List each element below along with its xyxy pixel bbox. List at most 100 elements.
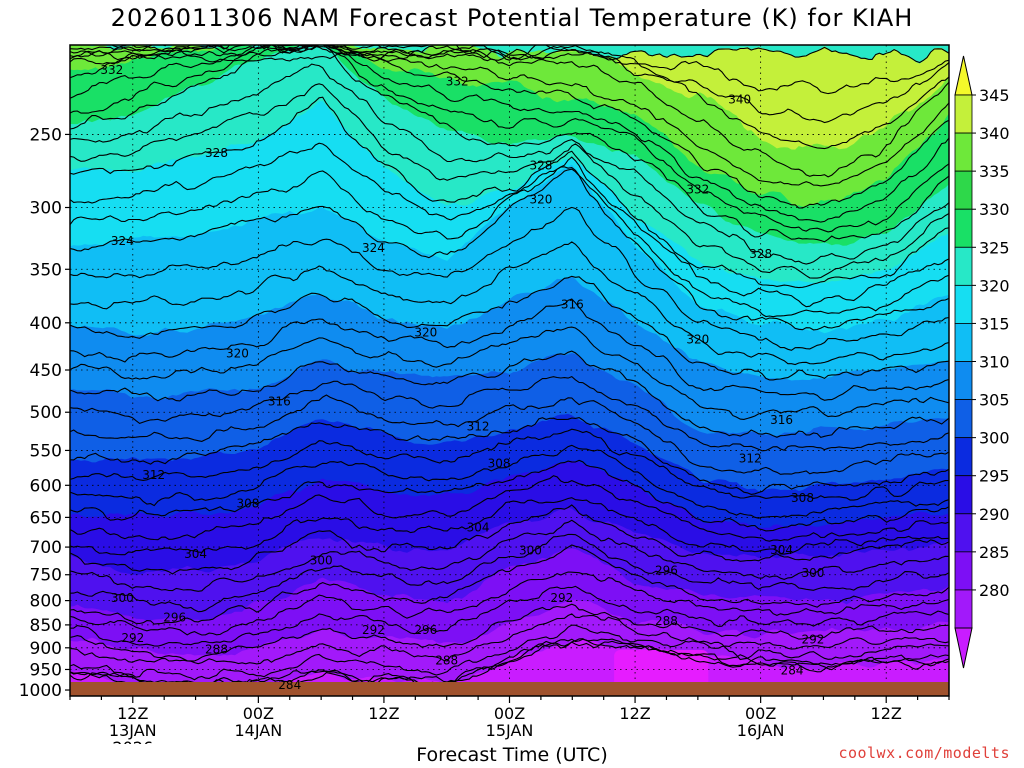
- colorbar-segment: [954, 399, 973, 439]
- y-tick-label: 350: [30, 260, 62, 280]
- y-tick-label: 600: [30, 476, 62, 496]
- colorbar-label: 295: [979, 467, 1010, 486]
- x-tick-label: 00Z: [745, 704, 776, 723]
- contour-label: 300: [111, 591, 134, 605]
- colorbar-segment: [954, 246, 973, 286]
- isentrope-line: [70, 45, 949, 187]
- contour-label: 320: [686, 332, 709, 346]
- isentrope-line: [70, 428, 949, 501]
- isentrope-line: [70, 394, 949, 475]
- y-tick-label: 400: [30, 314, 62, 334]
- contour-label: 328: [529, 158, 552, 172]
- colorbar-label: 280: [979, 581, 1010, 600]
- colorbar-segment: [954, 170, 973, 210]
- contour-label: 308: [488, 456, 511, 470]
- colorbar-label: 285: [979, 543, 1010, 562]
- plot-area: [70, 45, 949, 696]
- contour-label: 296: [163, 610, 186, 624]
- contour-label: 320: [529, 192, 552, 206]
- isentrope-line: [70, 45, 949, 223]
- ground-surface: [70, 682, 949, 696]
- colorbar-label: 315: [979, 314, 1010, 333]
- y-tick-label: 1000: [19, 681, 62, 701]
- contour-label: 296: [414, 623, 437, 637]
- y-tick-label: 700: [30, 538, 62, 558]
- y-tick-label: 750: [30, 566, 62, 586]
- contour-label: 300: [310, 554, 333, 568]
- contour-label: 292: [121, 631, 144, 645]
- isentrope-line: [70, 46, 949, 64]
- colorbar-segment: [954, 551, 973, 591]
- colorbar-label: 330: [979, 200, 1010, 219]
- isentrope-line: [70, 168, 949, 331]
- colorbar-bottom-arrow: [954, 627, 973, 669]
- colorbar-label: 325: [979, 238, 1010, 257]
- colorbar-label: 300: [979, 429, 1010, 448]
- contour-label: 292: [362, 623, 385, 637]
- isentrope-line: [70, 613, 949, 665]
- colorbar-label: 290: [979, 505, 1010, 524]
- contour-label: 288: [435, 654, 458, 668]
- colorbar-segment: [954, 437, 973, 477]
- x-tick-label: 12Z: [871, 704, 902, 723]
- contour-label: 324: [111, 234, 134, 248]
- colorbar-label: 305: [979, 391, 1010, 410]
- x-tick-date: 14JAN: [234, 721, 282, 740]
- x-tick-label: 12Z: [368, 704, 399, 723]
- isentrope-line: [70, 350, 949, 439]
- x-tick-date: 16JAN: [737, 721, 785, 740]
- y-tick-label: 950: [30, 660, 62, 680]
- x-tick-year: 2026: [112, 738, 153, 744]
- x-tick-label: 00Z: [494, 704, 525, 723]
- colorbar-segment: [954, 361, 973, 400]
- contour-label: 292: [550, 591, 573, 605]
- contour-label: 332: [686, 183, 709, 197]
- y-tick-label: 550: [30, 441, 62, 461]
- y-tick-label: 300: [30, 199, 62, 219]
- colorbar-segment: [954, 208, 973, 248]
- contour-label: 320: [226, 347, 249, 361]
- isentrope-line: [70, 45, 949, 243]
- y-tick-label: 450: [30, 361, 62, 381]
- y-tick-label: 500: [30, 403, 62, 423]
- contour-label: 324: [362, 241, 385, 255]
- isentrope-line: [70, 275, 949, 381]
- contour-label: 304: [467, 521, 490, 535]
- isentrope-line: [70, 544, 949, 625]
- credit-link[interactable]: coolwx.com/modelts: [838, 744, 1010, 762]
- isentrope-line: [70, 375, 949, 452]
- contour-label: 288: [205, 643, 228, 657]
- contour-label: 312: [739, 451, 762, 465]
- contour-label: 320: [414, 326, 437, 340]
- contour-label: 312: [467, 419, 490, 433]
- colorbar-segment: [954, 589, 973, 629]
- contour-label: 312: [142, 468, 165, 482]
- contour-label: 304: [770, 543, 793, 557]
- isentrope-line: [70, 45, 949, 209]
- colorbar-top-arrow: [954, 55, 973, 96]
- x-tick-date: 15JAN: [486, 721, 534, 740]
- isentrope-line: [70, 519, 949, 592]
- colorbar-label: 340: [979, 124, 1010, 143]
- isentrope-line: [70, 444, 949, 519]
- colorbar: 345 340 335 330 325 320 315 310 305 300 295 290 285 2…: [954, 55, 1010, 669]
- contour-label: 296: [655, 563, 678, 577]
- isentrope-line: [70, 45, 949, 178]
- contour-label: 332: [100, 63, 123, 77]
- colorbar-segment: [954, 132, 973, 172]
- y-tick-label: 900: [30, 639, 62, 659]
- y-tick-label: 850: [30, 616, 62, 636]
- contour-label: 316: [561, 297, 584, 311]
- colorbar-label: 310: [979, 353, 1010, 372]
- contour-label: 316: [770, 413, 793, 427]
- colorbar-segment: [954, 284, 973, 324]
- contour-label: 308: [791, 491, 814, 505]
- contour-label: 292: [802, 632, 825, 646]
- contour-label: 300: [519, 544, 542, 558]
- isentrope-line: [70, 417, 949, 495]
- isentrope-line: [70, 241, 949, 366]
- isentrope-line: [70, 603, 949, 662]
- contour-label: 288: [655, 614, 678, 628]
- colorbar-segment: [954, 323, 973, 362]
